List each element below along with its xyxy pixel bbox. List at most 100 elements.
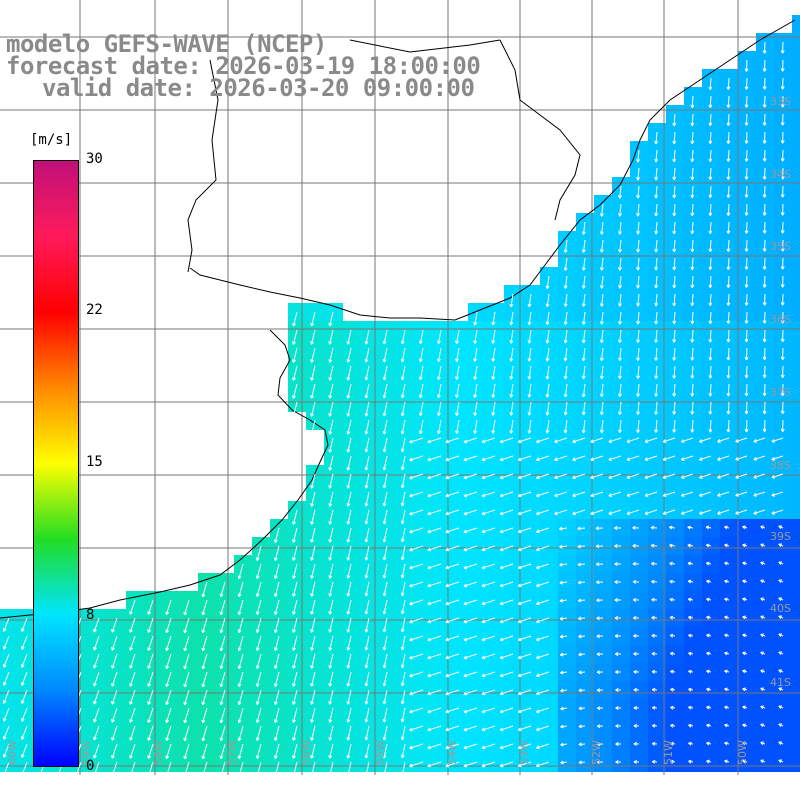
- field-cell: [126, 699, 145, 718]
- field-cell: [324, 339, 343, 358]
- field-cell: [324, 501, 343, 520]
- field-cell: [702, 375, 721, 394]
- wind-arrow: [481, 491, 496, 498]
- wind-arrow: [310, 527, 316, 543]
- field-cell: [738, 609, 757, 628]
- wind-arrow: [651, 705, 658, 710]
- wind-arrow: [690, 149, 695, 163]
- wind-arrow: [93, 653, 100, 669]
- wind-arrow: [310, 617, 316, 633]
- wind-arrow: [445, 473, 460, 480]
- wind-arrow: [688, 759, 694, 764]
- wind-arrow: [636, 167, 641, 181]
- wind-arrow: [201, 761, 208, 778]
- wind-arrow: [651, 579, 658, 584]
- field-cell: [612, 609, 631, 628]
- wind-arrow: [636, 275, 641, 289]
- wind-arrow: [762, 419, 767, 433]
- wind-arrow: [201, 653, 208, 670]
- wind-arrow: [706, 651, 712, 656]
- wind-arrow: [273, 743, 280, 759]
- wind-arrow: [346, 437, 352, 453]
- wind-arrow: [599, 365, 604, 380]
- field-cell: [612, 249, 631, 268]
- wind-arrow: [93, 635, 100, 651]
- wind-arrow: [255, 761, 262, 777]
- wind-arrow: [328, 455, 334, 471]
- wind-arrow: [20, 635, 28, 650]
- field-cell: [558, 357, 577, 376]
- wind-arrow: [742, 705, 748, 710]
- wind-arrow: [409, 527, 424, 534]
- field-cell: [522, 735, 541, 754]
- field-cell: [378, 339, 397, 358]
- wind-arrow: [670, 741, 676, 746]
- field-cell: [576, 357, 595, 376]
- field-cell: [504, 501, 523, 520]
- field-cell: [270, 699, 289, 718]
- field-cell: [594, 735, 613, 754]
- field-cell: [450, 555, 469, 574]
- wind-arrow: [672, 131, 677, 145]
- field-cell: [774, 717, 793, 736]
- field-cell: [324, 321, 343, 340]
- wind-arrow: [577, 598, 586, 603]
- wind-arrow: [418, 329, 424, 345]
- wind-arrow: [147, 617, 154, 633]
- field-cell: [738, 483, 757, 502]
- wind-arrow: [400, 563, 406, 579]
- wind-arrow: [517, 455, 532, 462]
- wind-arrow: [400, 599, 406, 615]
- wind-arrow: [599, 221, 604, 235]
- wind-arrow: [346, 509, 352, 525]
- wind-arrow: [201, 707, 208, 724]
- field-cell: [774, 339, 793, 358]
- field-cell: [198, 753, 217, 772]
- wind-arrow: [617, 383, 622, 398]
- wind-arrow: [735, 455, 748, 461]
- field-cell: [432, 609, 451, 628]
- field-cell: [774, 501, 793, 520]
- field-cell: [684, 447, 703, 466]
- field-cell: [252, 717, 271, 736]
- wind-arrow: [615, 724, 622, 728]
- wind-arrow: [744, 419, 749, 433]
- wind-arrow: [778, 705, 784, 710]
- field-cell: [540, 483, 559, 502]
- wind-arrow: [517, 509, 532, 516]
- field-cell: [342, 663, 361, 682]
- wind-arrow: [237, 671, 244, 688]
- field-cell: [360, 357, 379, 376]
- field-cell: [414, 501, 433, 520]
- field-cell: [738, 285, 757, 304]
- field-cell: [774, 249, 793, 268]
- wind-arrow: [672, 311, 677, 325]
- wind-arrow: [596, 616, 604, 621]
- wind-arrow: [527, 329, 532, 344]
- wind-arrow: [219, 743, 226, 760]
- field-cell: [306, 735, 325, 754]
- field-cell: [360, 483, 379, 502]
- wind-arrow: [310, 599, 316, 615]
- field-cell: [450, 357, 469, 376]
- wind-arrow: [463, 527, 478, 534]
- field-cell: [576, 753, 595, 772]
- field-cell: [648, 375, 667, 394]
- wind-arrow: [726, 131, 731, 144]
- wind-arrow: [382, 509, 388, 525]
- wind-arrow: [559, 562, 568, 567]
- field-cell: [396, 609, 415, 628]
- wind-arrow: [409, 563, 424, 570]
- field-cell: [558, 735, 577, 754]
- wind-arrow: [382, 365, 388, 381]
- field-cell: [486, 303, 505, 322]
- field-cell: [486, 717, 505, 736]
- field-cell: [720, 681, 739, 700]
- field-cell: [612, 447, 631, 466]
- wind-arrow: [400, 707, 406, 723]
- wind-arrow: [599, 419, 604, 434]
- wind-arrow: [559, 544, 568, 549]
- field-cell: [594, 357, 613, 376]
- wind-arrow: [762, 167, 767, 180]
- wind-arrow: [706, 669, 712, 674]
